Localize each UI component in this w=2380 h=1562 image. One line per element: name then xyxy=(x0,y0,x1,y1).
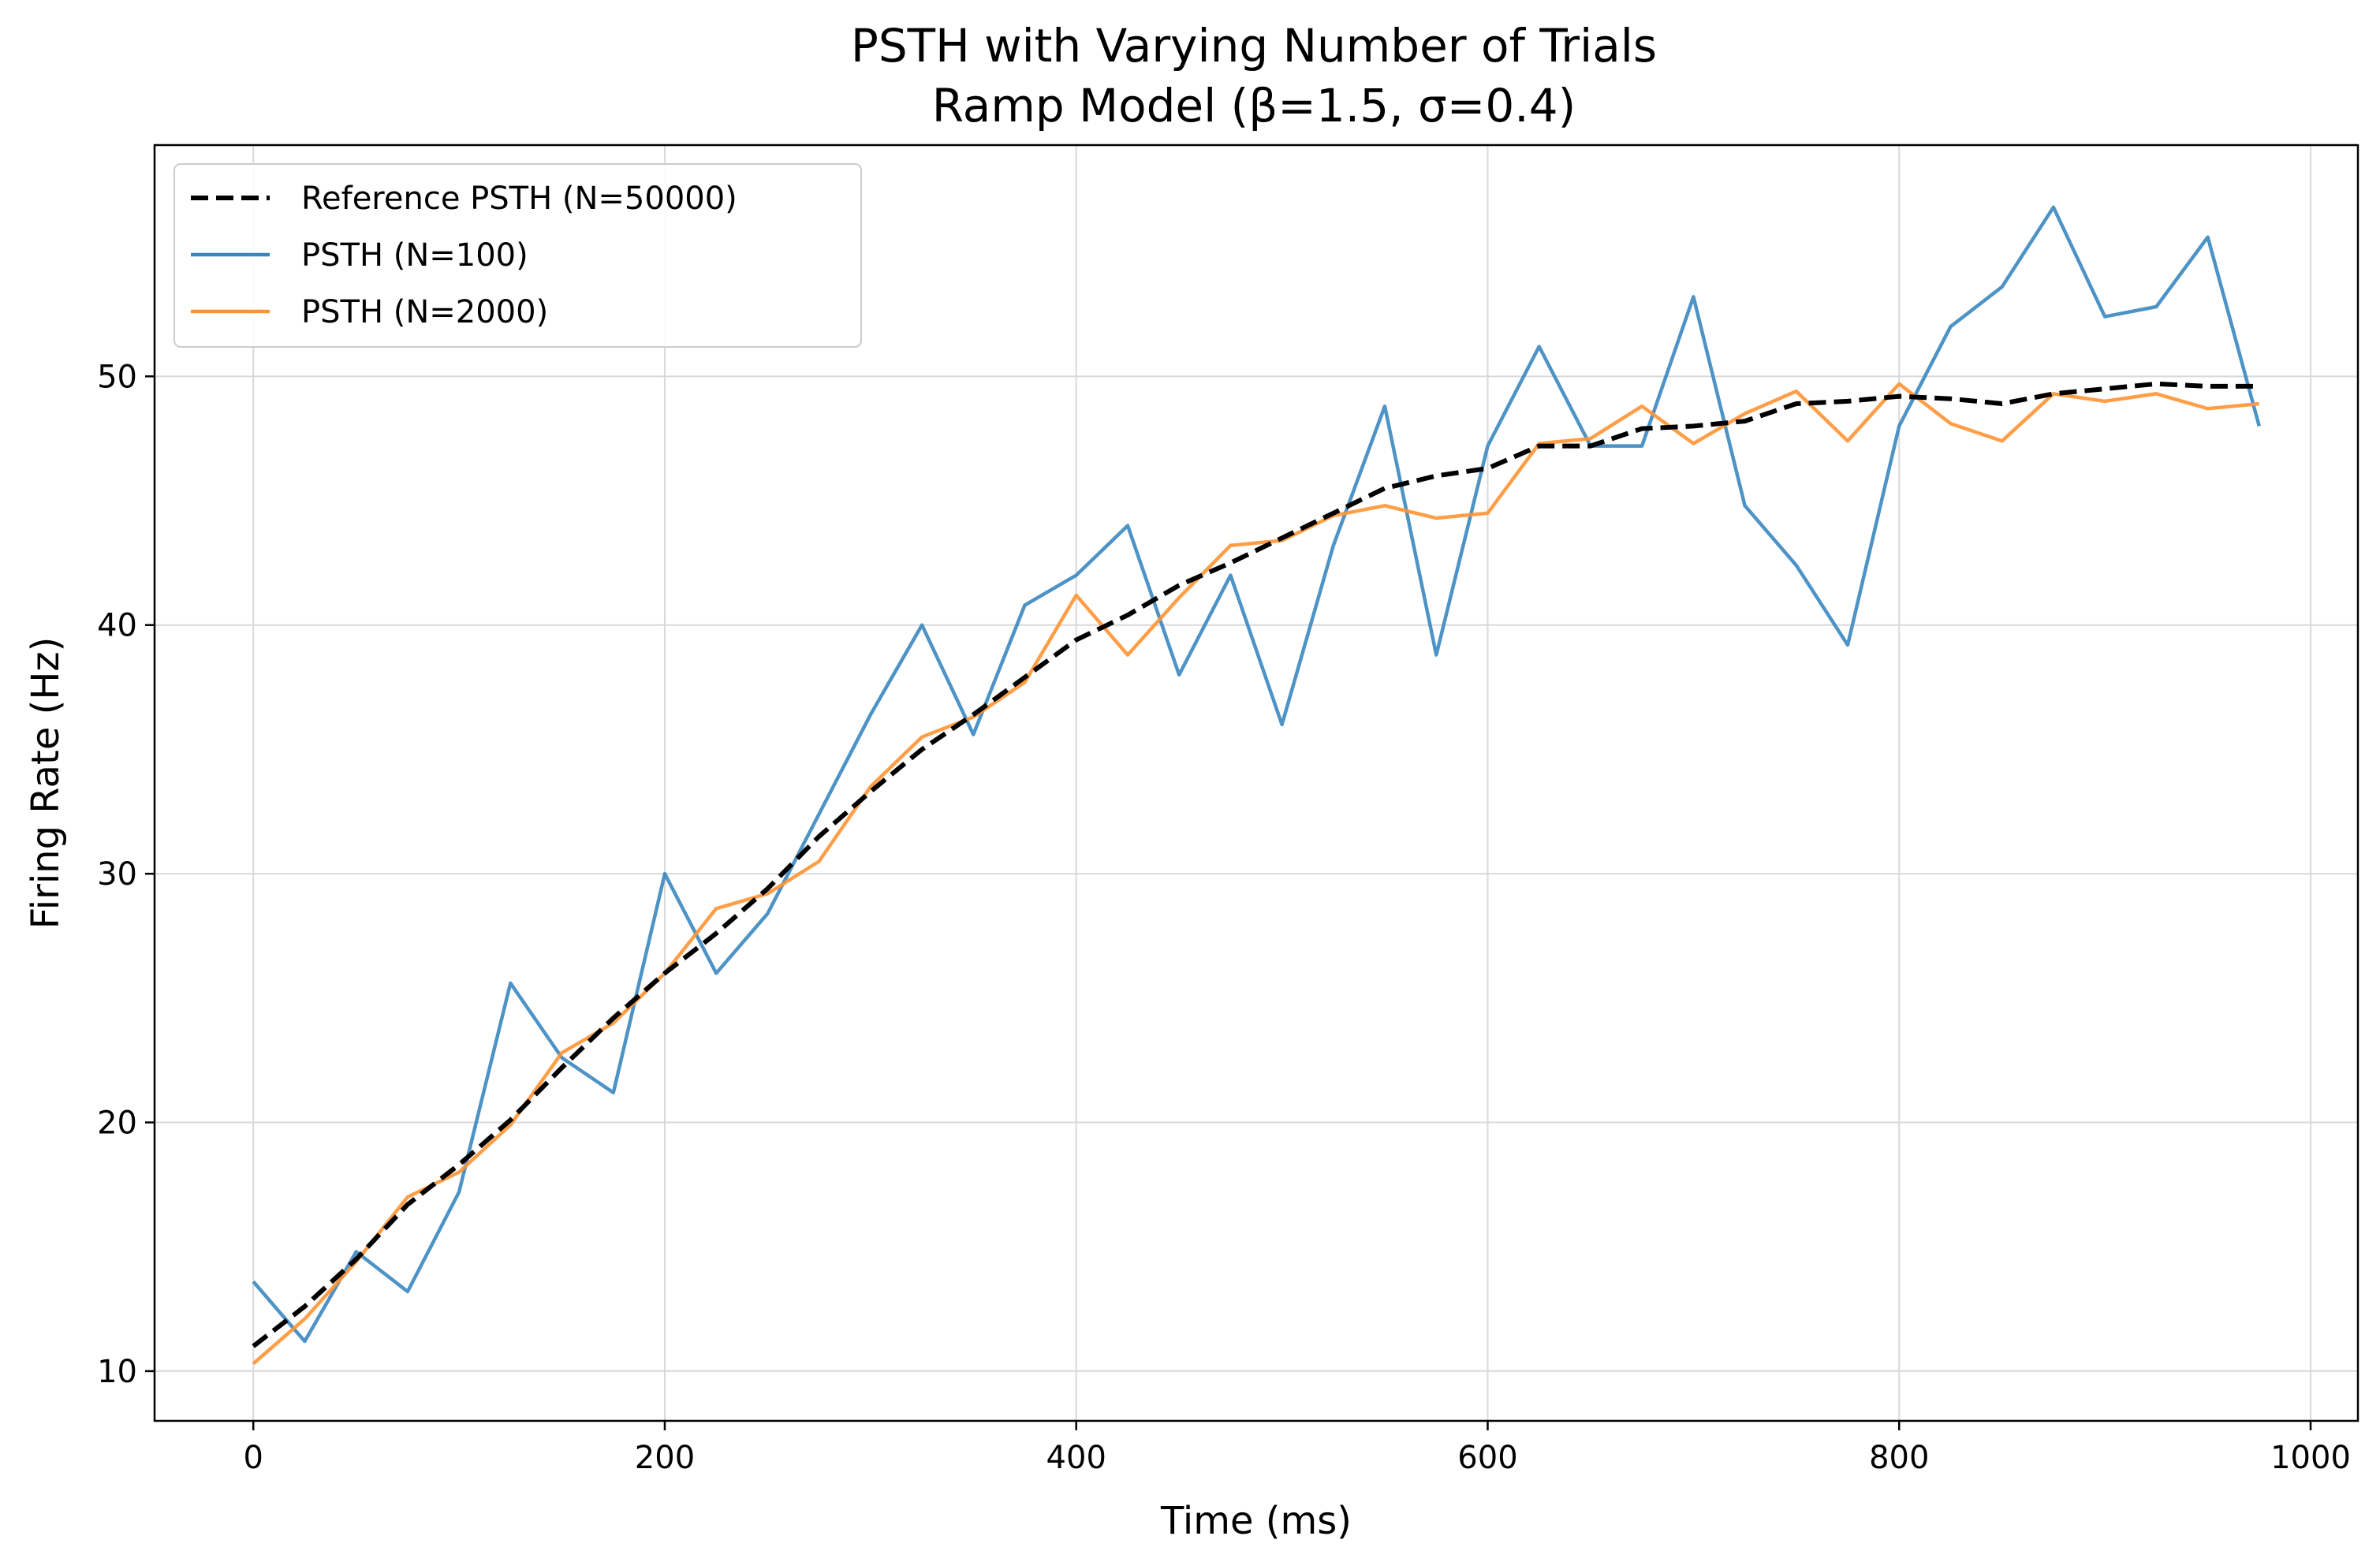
plot-area-frame xyxy=(153,144,2359,1422)
series-line-2 xyxy=(252,382,2260,1366)
y-tick-label: 50 xyxy=(97,359,137,395)
series-line-1 xyxy=(252,205,2261,1344)
y-tick-label: 10 xyxy=(97,1354,137,1390)
y-tick-label: 30 xyxy=(97,856,137,893)
data-series xyxy=(252,205,2261,1366)
x-tick-label: 1000 xyxy=(2270,1440,2351,1476)
grid-lines xyxy=(155,145,2358,1421)
x-tick-label: 800 xyxy=(1869,1440,1929,1476)
chart-title: PSTH with Varying Number of Trials xyxy=(851,19,1657,73)
x-tick-label: 600 xyxy=(1457,1440,1517,1476)
y-axis-label: Firing Rate (Hz) xyxy=(24,637,68,930)
x-tick-label: 400 xyxy=(1046,1440,1106,1476)
series-line-0 xyxy=(252,381,2259,1348)
legend-label-1: PSTH (N=100) xyxy=(301,237,528,274)
axis-ticks: 0 200 400 600 800 1000 10 20 30 40 50 xyxy=(97,359,2351,1476)
x-tick-label: 200 xyxy=(635,1440,695,1476)
legend: Reference PSTH (N=50000) PSTH (N=100) PSTH… xyxy=(173,163,862,348)
y-tick-label: 40 xyxy=(97,608,137,644)
x-axis-label: Time (ms) xyxy=(1160,1499,1352,1543)
legend-label-0: Reference PSTH (N=50000) xyxy=(301,181,737,217)
x-tick-label: 0 xyxy=(243,1440,263,1476)
y-tick-label: 20 xyxy=(97,1105,137,1142)
chart-subtitle: Ramp Model (β=1.5, σ=0.4) xyxy=(932,79,1576,132)
legend-box xyxy=(173,163,862,348)
legend-label-2: PSTH (N=2000) xyxy=(301,294,548,330)
